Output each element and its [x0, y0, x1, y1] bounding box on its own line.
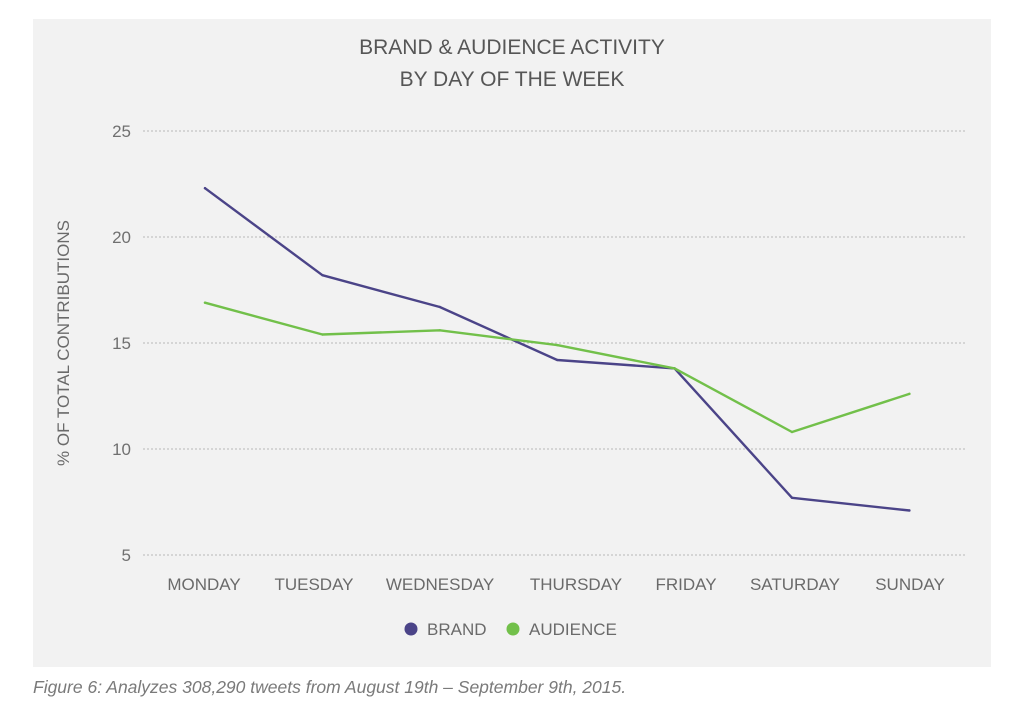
x-tick-label: THURSDAY: [530, 575, 622, 594]
figure-caption: Figure 6: Analyzes 308,290 tweets from A…: [33, 677, 627, 697]
data-point-audience: [673, 367, 676, 370]
x-tick-label: SATURDAY: [750, 575, 840, 594]
data-point-audience: [908, 392, 911, 396]
legend-label-audience: AUDIENCE: [529, 620, 617, 639]
legend-marker-brand: [404, 622, 418, 636]
data-point-audience: [321, 333, 324, 336]
legend-item-audience[interactable]: AUDIENCE: [506, 620, 617, 639]
chart-title-line-2: BY DAY OF THE WEEK: [400, 68, 625, 91]
y-axis-ticks: 5 10 15 20 25: [112, 122, 131, 565]
data-point-audience: [438, 329, 441, 332]
y-tick-label: 15: [112, 334, 131, 353]
data-point-brand: [908, 509, 911, 512]
gridlines: [143, 130, 966, 556]
x-tick-label: MONDAY: [167, 575, 240, 594]
y-tick-label: 5: [122, 546, 131, 565]
y-tick-label: 20: [112, 228, 131, 247]
y-tick-label: 25: [112, 122, 131, 141]
data-point-brand: [203, 187, 207, 190]
y-tick-label: 10: [112, 440, 131, 459]
chart-title-line-1: BRAND & AUDIENCE ACTIVITY: [359, 36, 665, 59]
data-point-brand: [556, 358, 559, 362]
data-point-brand: [321, 273, 324, 277]
data-point-audience: [556, 343, 559, 347]
series: [203, 186, 911, 512]
y-axis-label: % OF TOTAL CONTRIBUTIONS: [54, 220, 73, 466]
series-line-audience: [203, 301, 911, 434]
x-tick-label: SUNDAY: [875, 575, 945, 594]
x-tick-label: WEDNESDAY: [386, 575, 494, 594]
legend: BRAND AUDIENCE: [404, 620, 617, 639]
data-point-brand: [790, 496, 794, 499]
x-tick-label: TUESDAY: [274, 575, 353, 594]
legend-label-brand: BRAND: [427, 620, 487, 639]
x-axis-ticks: MONDAY TUESDAY WEDNESDAY THURSDAY FRIDAY SATU…: [167, 575, 944, 594]
data-point-audience: [203, 301, 207, 304]
legend-marker-audience: [506, 622, 520, 636]
x-tick-label: FRIDAY: [655, 575, 716, 594]
data-point-brand: [438, 305, 441, 309]
data-point-audience: [790, 430, 794, 434]
legend-item-brand[interactable]: BRAND: [404, 620, 487, 639]
